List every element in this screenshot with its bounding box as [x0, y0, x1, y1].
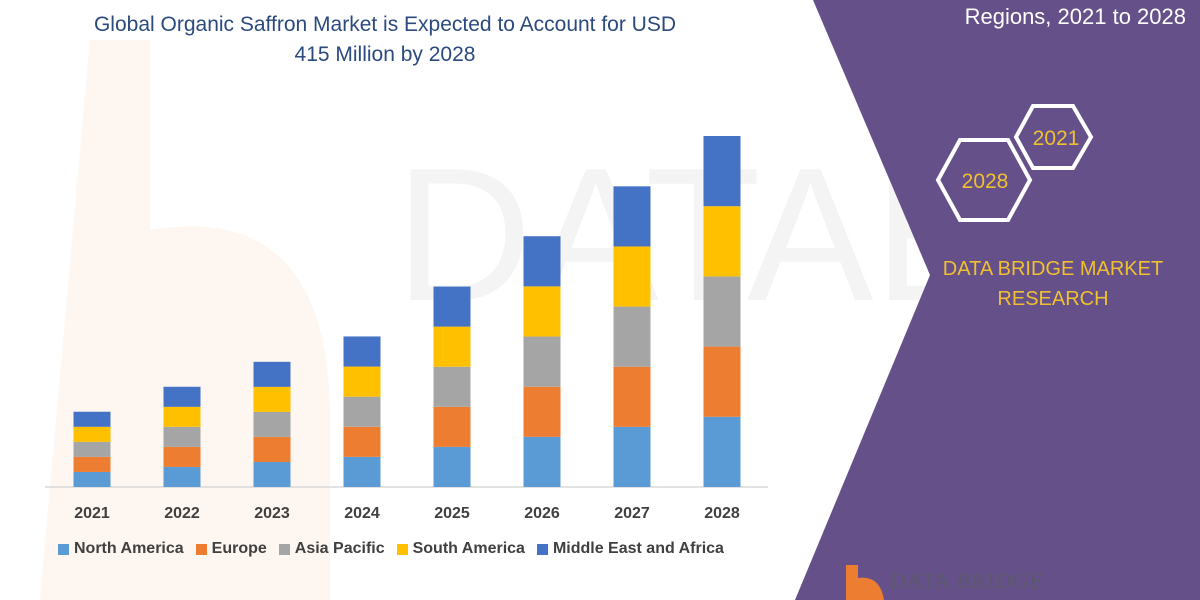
hex-year-end: 2028 — [962, 170, 1009, 193]
legend-label: Middle East and Africa — [552, 540, 724, 557]
bar-segment-2026-middle-east-and-africa — [523, 236, 561, 287]
bar-segment-2021-north-america — [73, 471, 111, 487]
bar-segment-2023-middle-east-and-africa — [253, 361, 291, 387]
legend-label: South America — [412, 540, 525, 557]
bar-segment-2026-south-america — [523, 286, 561, 337]
bar-segment-2024-north-america — [343, 456, 381, 487]
chart-title: Global Organic Saffron Market is Expecte… — [40, 10, 730, 70]
legend-item: Asia Pacific — [278, 540, 385, 558]
legend-swatch — [278, 543, 290, 555]
bar-segment-2026-north-america — [523, 436, 561, 487]
bar-segment-2026-asia-pacific — [523, 336, 561, 387]
data-bridge-logo-icon — [846, 565, 884, 600]
x-tick-label: 2024 — [344, 505, 380, 522]
bar-segment-2024-asia-pacific — [343, 396, 381, 427]
legend-label: North America — [74, 540, 184, 557]
legend-swatch — [396, 543, 408, 555]
hexagon-2021-icon — [1013, 104, 1094, 170]
hex-year-start: 2021 — [1033, 127, 1080, 150]
bar-segment-2025-europe — [433, 406, 471, 447]
bar-segment-2024-middle-east-and-africa — [343, 336, 381, 367]
bar-segment-2023-south-america — [253, 386, 291, 412]
bar-segment-2025-north-america — [433, 446, 471, 487]
bar-segment-2027-north-america — [613, 426, 651, 487]
x-tick-labels: 2021 2022 2023 2024 2025 2026 2027 2028 — [74, 505, 740, 522]
bar-segment-2024-south-america — [343, 366, 381, 397]
logo-text: DATA BRIDGE — [890, 568, 1045, 593]
bar-segment-2023-asia-pacific — [253, 411, 291, 437]
brand-line-1: DATA BRIDGE MARKET — [942, 258, 1164, 280]
x-tick-label: 2021 — [74, 505, 110, 522]
legend-label: Asia Pacific — [294, 540, 385, 557]
bar-segment-2027-middle-east-and-africa — [613, 186, 651, 247]
bar-segment-2022-middle-east-and-africa — [163, 386, 201, 407]
bar-segment-2027-europe — [613, 366, 651, 427]
legend-swatch — [195, 543, 207, 555]
side-panel — [795, 0, 1200, 600]
panel-subtitle: Regions, 2021 to 2028 — [964, 4, 1186, 29]
brand-name: DATA BRIDGE MARKET RESEARCH — [920, 254, 1186, 314]
bar-segment-2022-north-america — [163, 466, 201, 487]
bar-segment-2025-middle-east-and-africa — [433, 286, 471, 327]
bar-segment-2027-south-america — [613, 246, 651, 307]
legend-item: North America — [58, 540, 184, 558]
bar-segment-2022-europe — [163, 446, 201, 467]
bar-segment-2028-middle-east-and-africa — [703, 136, 741, 207]
bar-segment-2023-europe — [253, 436, 291, 462]
bar-segment-2026-europe — [523, 386, 561, 437]
bar-segment-2025-asia-pacific — [433, 366, 471, 407]
bar-segment-2021-europe — [73, 456, 111, 472]
bar-segment-2021-south-america — [73, 426, 111, 442]
bar-segment-2028-asia-pacific — [703, 276, 741, 347]
x-tick-label: 2028 — [704, 505, 740, 522]
bar-segment-2028-south-america — [703, 206, 741, 277]
title-line-2: 415 Million by 2028 — [294, 43, 476, 66]
legend-swatch — [536, 543, 548, 555]
brand-line-2: RESEARCH — [997, 288, 1109, 310]
legend-item: South America — [396, 540, 525, 558]
bar-segment-2021-asia-pacific — [73, 441, 111, 457]
legend-item: Europe — [195, 540, 267, 558]
legend-label: Europe — [211, 540, 267, 557]
bar-segment-2025-south-america — [433, 326, 471, 367]
x-tick-label: 2022 — [164, 505, 200, 522]
legend-item: Middle East and Africa — [536, 540, 724, 558]
bar-segment-2027-asia-pacific — [613, 306, 651, 367]
bar-segment-2028-north-america — [703, 416, 741, 487]
bar-segment-2028-europe — [703, 346, 741, 417]
hexagon-2028-icon — [935, 138, 1033, 222]
bar-segment-2023-north-america — [253, 461, 291, 487]
bar-segment-2022-asia-pacific — [163, 426, 201, 447]
bar-segment-2022-south-america — [163, 406, 201, 427]
legend: North America Europe Asia Pacific South Ame… — [58, 540, 724, 558]
x-tick-label: 2027 — [614, 505, 650, 522]
x-tick-label: 2026 — [524, 505, 560, 522]
x-tick-label: 2023 — [254, 505, 290, 522]
legend-swatch — [58, 543, 69, 555]
bar-segment-2021-middle-east-and-africa — [73, 411, 111, 427]
bars — [73, 136, 741, 487]
bar-segment-2024-europe — [343, 426, 381, 457]
x-tick-label: 2025 — [434, 505, 470, 522]
title-line-1: Global Organic Saffron Market is Expecte… — [93, 13, 677, 36]
